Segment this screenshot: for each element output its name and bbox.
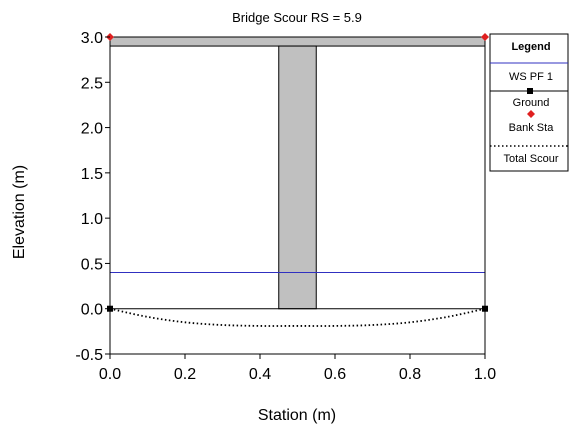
x-tick-label: 0.8	[399, 366, 421, 383]
x-tick-label: 0.4	[249, 366, 271, 383]
y-tick-label: 1.0	[81, 211, 103, 228]
x-axis-ticks: 0.0 0.2 0.4 0.6 0.8 1.0	[99, 354, 496, 383]
y-tick-label: 2.0	[81, 121, 103, 138]
x-tick-label: 0.0	[99, 366, 121, 383]
chart-title: Bridge Scour RS = 5.9	[232, 10, 362, 25]
y-tick-label: 1.5	[81, 166, 103, 183]
legend-bank-marker	[527, 110, 535, 118]
x-axis-label: Station (m)	[258, 407, 336, 424]
plot-frame	[109, 36, 486, 355]
x-tick-label: 1.0	[474, 366, 496, 383]
y-axis-ticks: 3.0 2.5 2.0 1.5 1.0 0.5 0.0 -0.5	[75, 30, 110, 364]
legend-box	[489, 33, 569, 172]
total-scour-curve	[109, 307, 486, 327]
bridge-pier	[278, 45, 317, 310]
legend-title: Legend	[511, 41, 550, 53]
legend-scour-label: Total Scour	[503, 153, 558, 165]
legend-ws-label: WS PF 1	[509, 71, 553, 83]
y-tick-label: 2.5	[81, 75, 103, 92]
legend-ground-label: Ground	[513, 97, 550, 109]
bridge-deck	[109, 36, 486, 47]
bank-station-marker	[481, 33, 489, 41]
y-tick-label: 0.0	[81, 302, 103, 319]
y-tick-label: 3.0	[81, 30, 103, 47]
legend: Legend WS PF 1 Ground Bank Sta Total Sco…	[489, 33, 569, 172]
legend-ground-marker	[527, 88, 533, 94]
x-tick-label: 0.6	[324, 366, 346, 383]
legend-bank-label: Bank Sta	[509, 122, 555, 134]
plot-area	[106, 33, 489, 355]
y-axis-label: Elevation (m)	[11, 165, 28, 259]
y-tick-label: 0.5	[81, 256, 103, 273]
x-tick-label: 0.2	[174, 366, 196, 383]
y-tick-label: -0.5	[75, 347, 103, 364]
